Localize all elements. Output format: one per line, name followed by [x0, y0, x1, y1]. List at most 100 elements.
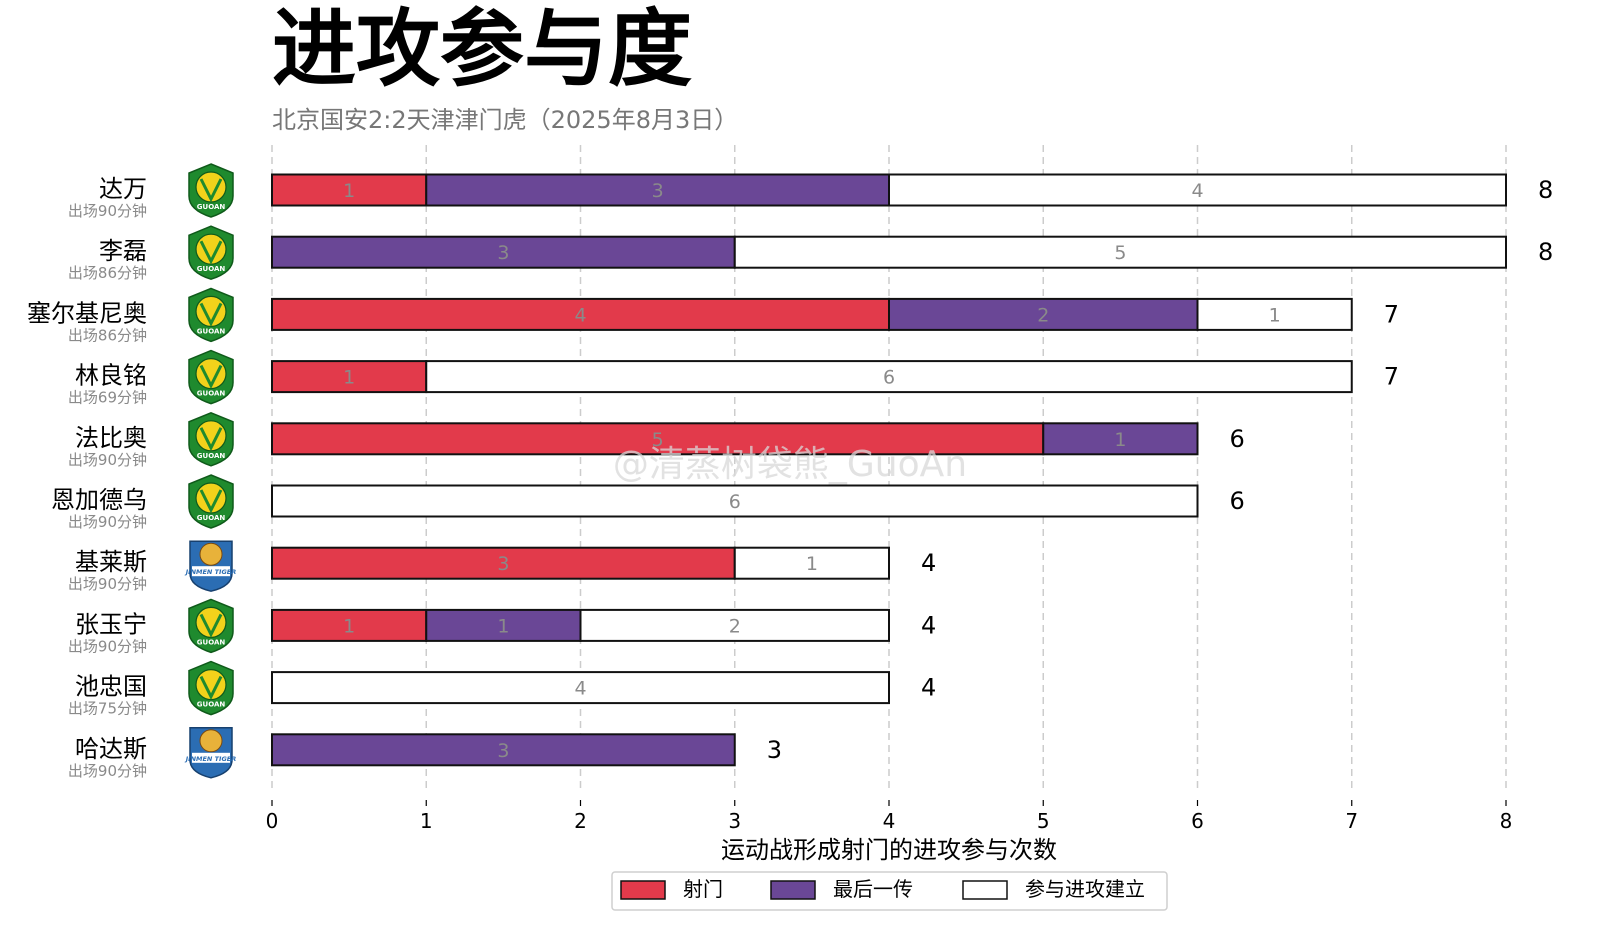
- player-name: 法比奥: [75, 424, 147, 452]
- bar-value-label: 1: [343, 615, 355, 637]
- player-minutes: 出场90分钟: [68, 451, 147, 469]
- guoan-crest-icon: GUOAN: [188, 163, 234, 218]
- crest-tiger-head: [199, 729, 223, 753]
- bar-value-label: 2: [729, 615, 741, 637]
- player-name: 哈达斯: [75, 735, 147, 763]
- bar-segment-shots: [271, 173, 428, 207]
- jinmen-tigers-crest-icon: JINMEN TIGER: [184, 727, 237, 779]
- bar-value-label: 6: [883, 367, 895, 389]
- x-tick-label: 0: [266, 809, 279, 833]
- crest-text: JINMEN TIGER: [184, 755, 237, 763]
- bar-segment-buildup: [271, 484, 1199, 518]
- player-minutes: 出场90分钟: [68, 202, 147, 220]
- guoan-crest-icon: GUOAN: [188, 411, 234, 467]
- crest-tiger-head: [199, 542, 223, 566]
- crest-text: GUOAN: [197, 452, 226, 460]
- crest-banner: [192, 566, 230, 577]
- bar-segment-buildup: [271, 671, 890, 705]
- bar-value-label: 5: [1114, 242, 1126, 264]
- legend-label-shots: 射门: [683, 877, 723, 901]
- bar-value-label: 1: [806, 553, 818, 575]
- crest-text: GUOAN: [197, 390, 226, 398]
- bar-segment-buildup: [733, 546, 890, 580]
- bar-segment-buildup: [888, 173, 1507, 207]
- guoan-crest-icon: GUOAN: [188, 287, 234, 343]
- bars: 1 3 4 8 3 5 8 4 2 1 7 1 6 7 5 1 6 6 6 3 1 4 1 1 2 4 4 4 3 3: [271, 173, 1553, 767]
- x-tick-label: 7: [1345, 809, 1358, 833]
- bar-segment-shots: [271, 297, 890, 331]
- x-tick-label: 8: [1500, 809, 1513, 833]
- crest-banner: [192, 752, 230, 763]
- player-minutes: 出场86分钟: [68, 326, 147, 344]
- crest-mark: [199, 675, 223, 700]
- legend-swatch-final-pass: [770, 880, 816, 900]
- crest-mark: [199, 240, 223, 265]
- player-name: 塞尔基尼奥: [27, 299, 147, 327]
- bar-total-label: 8: [1538, 176, 1553, 204]
- player-minutes: 出场75分钟: [68, 700, 147, 718]
- bar-value-label: 4: [1191, 180, 1203, 202]
- bar-value-label: 4: [574, 304, 586, 326]
- legend: 射门 最后一传 参与进攻建立: [611, 871, 1168, 911]
- player-name: 李磊: [99, 237, 147, 265]
- bar-total-label: 7: [1384, 363, 1399, 391]
- guoan-crest-icon: GUOAN: [188, 474, 234, 529]
- crest-text: GUOAN: [197, 327, 226, 335]
- bar-total-label: 4: [921, 674, 936, 702]
- chart-title: 进攻参与度: [272, 0, 692, 98]
- player-minutes: 出场90分钟: [68, 762, 147, 780]
- watermark: @清蒸树袋熊_GuoAn: [613, 444, 967, 485]
- bar-value-label: 5: [652, 429, 664, 451]
- crest-text: GUOAN: [197, 514, 226, 522]
- legend-label-buildup: 参与进攻建立: [1025, 877, 1145, 901]
- legend-label-final-pass: 最后一传: [833, 877, 913, 901]
- bar-segment-buildup: [1196, 297, 1353, 331]
- crest-text: JINMEN TIGER: [184, 568, 237, 576]
- x-tick-label: 2: [574, 809, 587, 833]
- bar-value-label: 1: [1269, 304, 1281, 326]
- bar-segment-buildup: [733, 235, 1507, 269]
- x-tick-label: 6: [1191, 809, 1204, 833]
- bar-value-label: 3: [497, 242, 509, 264]
- bar-value-label: 6: [729, 491, 741, 513]
- bar-total-label: 7: [1384, 300, 1399, 328]
- crest-mark: [199, 302, 223, 327]
- team-logos: GUOAN GUOAN GUOAN GUOAN GUOAN GUOAN JINMEN TIG…: [184, 163, 237, 779]
- crest-mark: [199, 364, 223, 389]
- bar-segment-buildup: [579, 608, 890, 642]
- guoan-crest-icon: GUOAN: [188, 225, 234, 280]
- x-tick-label: 4: [883, 809, 896, 833]
- x-tick-label: 5: [1037, 809, 1050, 833]
- legend-frame: [611, 871, 1168, 911]
- bar-value-label: 1: [497, 615, 509, 637]
- bar-segment-buildup: [425, 360, 1353, 394]
- bar-value-label: 1: [343, 367, 355, 389]
- crest-mark: [199, 427, 223, 452]
- bar-value-label: 1: [1114, 429, 1126, 451]
- crest-text: GUOAN: [197, 638, 226, 646]
- player-name: 林良铭: [75, 362, 147, 390]
- x-tick-label: 3: [728, 809, 741, 833]
- crest-mark: [199, 178, 223, 203]
- player-minutes: 出场90分钟: [68, 575, 147, 593]
- bar-segment-final-pass: [1042, 422, 1199, 456]
- player-labels: 达万出场90分钟李磊出场86分钟塞尔基尼奥出场86分钟林良铭出场69分钟法比奥出…: [27, 175, 147, 780]
- bar-value-label: 3: [497, 740, 509, 762]
- crest-mark: [199, 489, 223, 514]
- bar-total-label: 6: [1230, 425, 1245, 453]
- crest-text: GUOAN: [197, 701, 226, 709]
- bar-total-label: 8: [1538, 238, 1553, 266]
- bar-segment-final-pass: [425, 608, 582, 642]
- bar-segment-final-pass: [271, 733, 736, 767]
- bar-value-label: 4: [574, 678, 586, 700]
- player-name: 基莱斯: [75, 548, 147, 576]
- guoan-crest-icon: GUOAN: [188, 598, 234, 654]
- guoan-crest-icon: GUOAN: [188, 660, 234, 716]
- bar-value-label: 1: [343, 180, 355, 202]
- bar-total-label: 3: [767, 736, 782, 764]
- legend-swatch-shots: [620, 880, 666, 900]
- player-minutes: 出场90分钟: [68, 637, 147, 655]
- player-name: 恩加德乌: [51, 486, 147, 514]
- legend-swatch-buildup: [962, 880, 1008, 900]
